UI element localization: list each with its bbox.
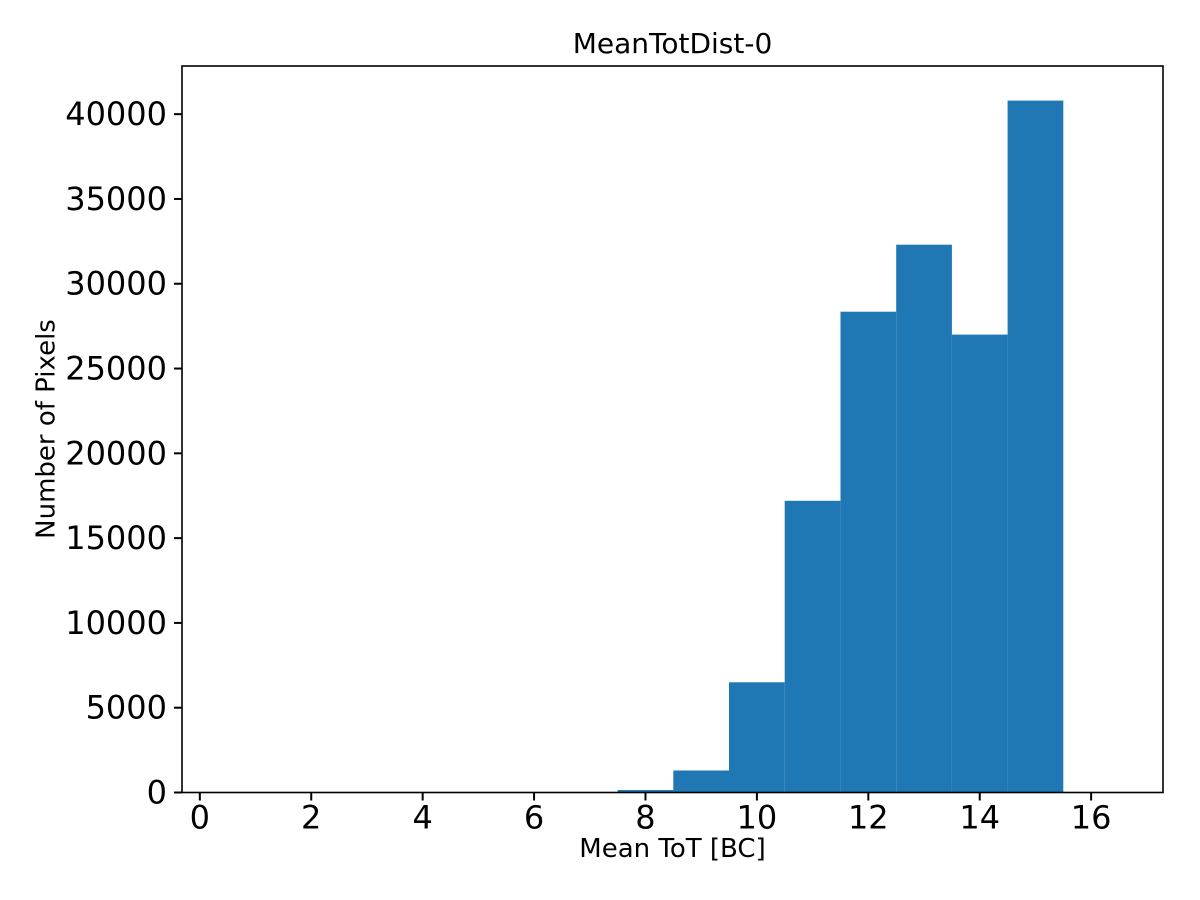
x-tick-label: 0	[190, 799, 210, 837]
y-tick-label: 30000	[65, 265, 167, 303]
y-tick-label: 15000	[65, 519, 167, 557]
x-tick-label: 14	[959, 799, 1000, 837]
x-tick-label: 8	[635, 799, 655, 837]
x-tick-label: 12	[848, 799, 889, 837]
y-tick-label: 25000	[65, 350, 167, 388]
y-tick-label: 40000	[65, 95, 167, 133]
histogram-bar	[784, 500, 841, 793]
histogram-bar	[673, 770, 729, 793]
histogram-bar	[951, 334, 1008, 793]
histogram-bar	[840, 311, 897, 793]
x-tick-label: 4	[412, 799, 432, 837]
axes-frame	[181, 65, 1164, 794]
histogram-bar	[729, 682, 785, 793]
histogram-bar	[1007, 100, 1064, 793]
y-tick-label: 20000	[65, 434, 167, 472]
x-tick-label: 2	[301, 799, 321, 837]
chart-title: MeanTotDist-0	[572, 27, 773, 60]
x-tick-label: 16	[1071, 799, 1112, 837]
y-tick-label: 10000	[65, 604, 167, 642]
x-tick-label: 6	[524, 799, 544, 837]
y-tick-label: 35000	[65, 180, 167, 218]
x-tick-label: 10	[737, 799, 778, 837]
y-tick-label: 5000	[86, 689, 167, 727]
histogram-bar	[617, 790, 674, 793]
x-axis-label: Mean ToT [BC]	[579, 834, 766, 864]
y-axis-label: Number of Pixels	[31, 319, 62, 539]
histogram-bar	[896, 244, 952, 793]
y-tick-label: 0	[147, 774, 167, 812]
